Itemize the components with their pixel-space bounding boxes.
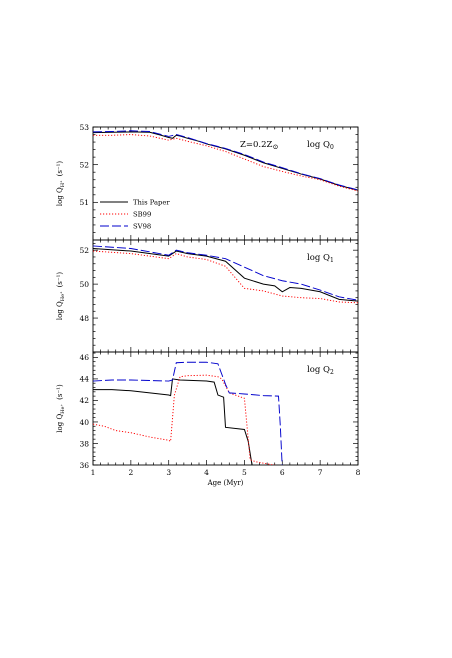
panel-0: 51 52 53 log QH°(s⁻¹) log Q0 Z=0.2Z⊙ This Pape… — [56, 123, 359, 241]
legend-label-sb99: SB99 — [133, 211, 151, 219]
x-tick-label: 6 — [280, 468, 285, 477]
series-line-this_paper — [93, 378, 254, 465]
y-tick-label: 52 — [79, 160, 89, 169]
x-tick-label: 5 — [242, 468, 247, 477]
series-line-this_paper — [93, 247, 358, 302]
x-tick-label: 3 — [166, 468, 171, 477]
y-tick-label: 46 — [79, 353, 89, 362]
y-tick-label: 42 — [79, 396, 89, 405]
panel-label: log Q0 — [307, 140, 334, 151]
y-tick-label: 52 — [79, 246, 89, 255]
y-tick-label: 36 — [79, 461, 89, 470]
y-axis-label: log QHe°(s⁻¹) — [56, 272, 66, 321]
panel-label: log Q2 — [307, 365, 334, 376]
legend-label-this_paper: This Paper — [133, 199, 170, 207]
y-axis-label: log QH°(s⁻¹) — [56, 161, 66, 207]
y-tick-label: 40 — [79, 418, 89, 427]
y-tick-label: 53 — [79, 123, 89, 132]
x-axis-label: Age (Myr) — [207, 479, 244, 487]
metallicity-annotation: Z=0.2Z⊙ — [240, 140, 278, 151]
x-tick-label: 8 — [356, 468, 361, 477]
series-line-sb99 — [93, 374, 277, 465]
series-line-sb99 — [93, 250, 358, 304]
x-tick-label: 7 — [318, 468, 323, 477]
y-tick-label: 51 — [79, 198, 89, 207]
panel-frame — [92, 351, 359, 466]
y-axis-label: log QHe⁺(s⁻¹) — [56, 384, 66, 433]
y-tick-label: 48 — [79, 314, 89, 323]
x-tick-label: 4 — [204, 468, 209, 477]
series-line-sv98 — [93, 361, 283, 465]
series-line-sv98 — [93, 245, 358, 301]
y-tick-label: 50 — [79, 280, 89, 289]
series-line-sv98 — [93, 130, 358, 191]
panel-1: 48 50 52 log QHe°(s⁻¹) log Q1 — [56, 239, 359, 353]
panel-label: log Q1 — [307, 253, 334, 264]
y-tick-label: 38 — [79, 439, 89, 448]
x-tick-label: 1 — [91, 468, 96, 477]
panel-2: 36 38 40 42 44 46 1 2 3 4 5 6 7 8 Age (Myr) log QHe⁺(s⁻… — [56, 351, 361, 487]
x-tick-label: 2 — [128, 468, 133, 477]
y-tick-label: 44 — [79, 375, 89, 384]
legend-label-sv98: SV98 — [133, 223, 151, 231]
